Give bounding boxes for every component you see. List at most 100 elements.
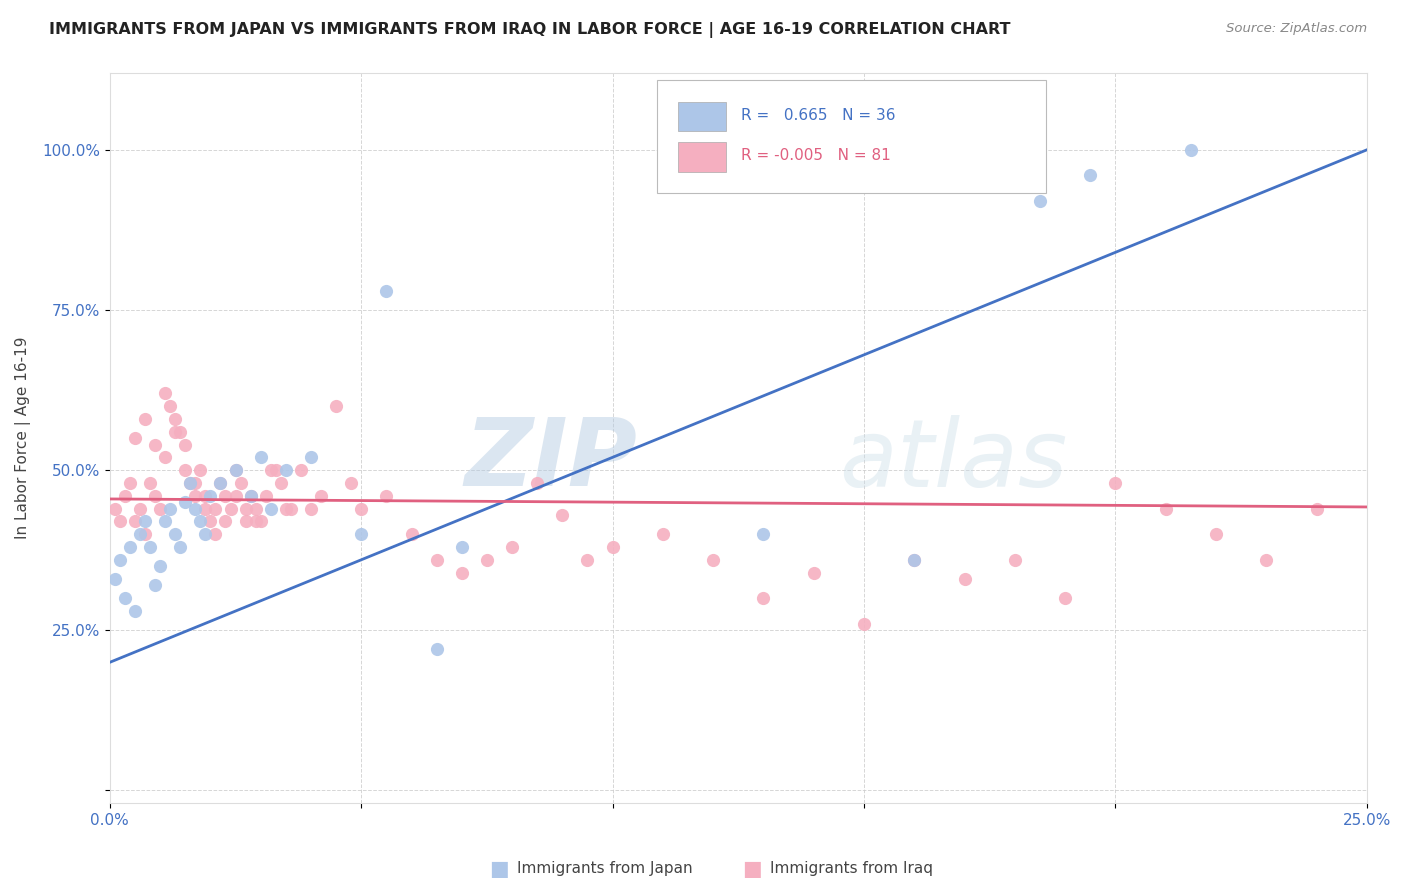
Point bbox=[134, 412, 156, 426]
Point bbox=[803, 566, 825, 580]
Point bbox=[229, 475, 252, 490]
Point bbox=[401, 527, 423, 541]
Point bbox=[165, 412, 187, 426]
Point bbox=[204, 527, 226, 541]
Text: Source: ZipAtlas.com: Source: ZipAtlas.com bbox=[1226, 22, 1367, 36]
Point bbox=[188, 463, 211, 477]
Point bbox=[245, 501, 267, 516]
Point bbox=[260, 463, 283, 477]
Point bbox=[169, 540, 191, 554]
Point bbox=[108, 514, 131, 528]
Point bbox=[169, 425, 191, 439]
Point bbox=[153, 450, 176, 465]
Point bbox=[143, 578, 166, 592]
Point bbox=[184, 501, 207, 516]
Point bbox=[903, 553, 925, 567]
Point bbox=[225, 489, 247, 503]
FancyBboxPatch shape bbox=[678, 103, 725, 131]
FancyBboxPatch shape bbox=[657, 80, 1046, 194]
Point bbox=[249, 514, 271, 528]
Point bbox=[651, 527, 673, 541]
Point bbox=[264, 463, 287, 477]
Point bbox=[290, 463, 312, 477]
Point bbox=[209, 475, 232, 490]
Point bbox=[219, 501, 242, 516]
Point bbox=[1029, 194, 1052, 208]
Point bbox=[1256, 553, 1278, 567]
Text: atlas: atlas bbox=[839, 415, 1067, 506]
Point bbox=[1205, 527, 1227, 541]
Point bbox=[254, 489, 277, 503]
Point bbox=[1305, 501, 1327, 516]
Point bbox=[475, 553, 498, 567]
Point bbox=[159, 501, 181, 516]
Point bbox=[270, 475, 292, 490]
Point bbox=[602, 540, 624, 554]
Point bbox=[134, 514, 156, 528]
Point bbox=[179, 475, 201, 490]
Point bbox=[165, 527, 187, 541]
Point bbox=[853, 616, 876, 631]
Text: Immigrants from Japan: Immigrants from Japan bbox=[517, 862, 693, 876]
Point bbox=[184, 489, 207, 503]
Y-axis label: In Labor Force | Age 16-19: In Labor Force | Age 16-19 bbox=[15, 337, 31, 540]
Point bbox=[526, 475, 548, 490]
Point bbox=[249, 450, 271, 465]
Point bbox=[108, 553, 131, 567]
Point bbox=[350, 527, 373, 541]
Point bbox=[260, 501, 283, 516]
Point bbox=[375, 489, 398, 503]
Point bbox=[143, 437, 166, 451]
Point bbox=[194, 501, 217, 516]
Point bbox=[118, 540, 141, 554]
Point bbox=[118, 475, 141, 490]
Point bbox=[299, 501, 322, 516]
Point bbox=[225, 463, 247, 477]
Point bbox=[104, 501, 127, 516]
Point bbox=[214, 514, 236, 528]
Point bbox=[153, 386, 176, 401]
Point bbox=[450, 566, 472, 580]
Point bbox=[214, 489, 236, 503]
Point bbox=[325, 399, 347, 413]
Point bbox=[194, 489, 217, 503]
Text: ■: ■ bbox=[489, 859, 509, 879]
Point bbox=[200, 514, 222, 528]
Point bbox=[576, 553, 599, 567]
Point bbox=[903, 553, 925, 567]
Point bbox=[426, 642, 449, 657]
Point bbox=[1154, 501, 1177, 516]
Point bbox=[209, 475, 232, 490]
Point bbox=[1054, 591, 1077, 606]
Point bbox=[1078, 169, 1101, 183]
Point bbox=[149, 501, 172, 516]
Point bbox=[274, 463, 297, 477]
Point bbox=[165, 425, 187, 439]
Text: R = -0.005   N = 81: R = -0.005 N = 81 bbox=[741, 148, 890, 163]
Point bbox=[204, 501, 226, 516]
Point bbox=[299, 450, 322, 465]
Point bbox=[174, 437, 197, 451]
Point bbox=[1180, 143, 1202, 157]
Point bbox=[1004, 553, 1026, 567]
Point bbox=[129, 527, 152, 541]
Point bbox=[129, 501, 152, 516]
Point bbox=[134, 527, 156, 541]
Point bbox=[153, 514, 176, 528]
Point bbox=[179, 475, 201, 490]
Point bbox=[551, 508, 574, 522]
Point bbox=[104, 572, 127, 586]
Text: IMMIGRANTS FROM JAPAN VS IMMIGRANTS FROM IRAQ IN LABOR FORCE | AGE 16-19 CORRELA: IMMIGRANTS FROM JAPAN VS IMMIGRANTS FROM… bbox=[49, 22, 1011, 38]
Point bbox=[200, 489, 222, 503]
FancyBboxPatch shape bbox=[678, 143, 725, 171]
Point bbox=[139, 475, 162, 490]
Point bbox=[309, 489, 332, 503]
Point bbox=[139, 540, 162, 554]
Point bbox=[953, 572, 976, 586]
Point bbox=[426, 553, 449, 567]
Point bbox=[501, 540, 523, 554]
Point bbox=[245, 514, 267, 528]
Point bbox=[375, 284, 398, 298]
Point bbox=[114, 591, 136, 606]
Text: Immigrants from Iraq: Immigrants from Iraq bbox=[770, 862, 934, 876]
